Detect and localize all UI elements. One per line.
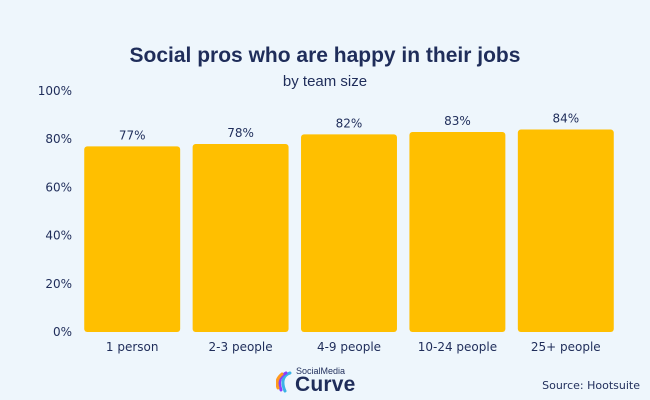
bar-value-label: 78%	[227, 126, 254, 140]
y-axis: 0% 20% 40% 60% 80% 100%	[38, 84, 72, 339]
chart-title: Social pros who are happy in their jobs	[130, 44, 521, 67]
y-tick-label: 80%	[45, 132, 72, 146]
bar-value-label: 77%	[119, 128, 146, 142]
bar-value-label: 83%	[444, 114, 471, 128]
bar	[84, 146, 181, 332]
x-tick-label: 25+ people	[531, 340, 601, 354]
x-tick-label: 10-24 people	[418, 340, 497, 354]
logo-text-small: SocialMedia	[296, 366, 346, 376]
y-tick-label: 20%	[45, 277, 72, 291]
bar	[409, 131, 506, 332]
y-tick-label: 40%	[45, 229, 72, 243]
logo-text-big: Curve	[295, 373, 356, 396]
y-tick-label: 60%	[45, 180, 72, 194]
x-axis: 1 person 2-3 people 4-9 people 10-24 people…	[106, 340, 601, 354]
bar	[301, 134, 397, 332]
x-tick-label: 2-3 people	[209, 340, 273, 354]
bar-value-label: 82%	[336, 116, 363, 130]
y-tick-label: 0%	[53, 325, 72, 339]
bar	[517, 129, 614, 332]
bar	[192, 144, 289, 332]
source-note: Source: Hootsuite	[542, 379, 640, 392]
socialmediacurve-logo: SocialMedia Curve	[276, 366, 386, 396]
bar-value-label: 84%	[552, 112, 579, 126]
chart-subtitle: by team size	[283, 73, 367, 90]
logo-mark-icon	[276, 371, 292, 393]
bars-group: 77% 78% 82% 83% 84%	[84, 112, 614, 332]
y-tick-label: 100%	[38, 84, 72, 98]
x-tick-label: 4-9 people	[317, 340, 381, 354]
x-tick-label: 1 person	[106, 340, 159, 354]
